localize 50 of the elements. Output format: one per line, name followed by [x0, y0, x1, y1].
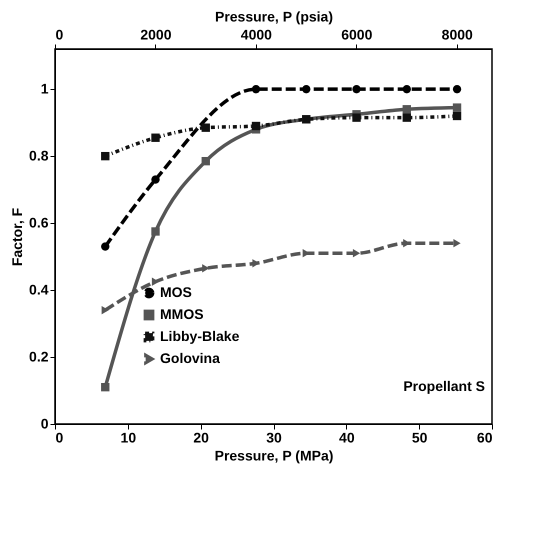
x-axis-title: Pressure, P (MPa) [214, 448, 334, 464]
point [252, 122, 260, 130]
y-tick-label: 0 [40, 416, 49, 432]
point [402, 113, 411, 122]
legend-label: Libby-Blake [160, 328, 240, 344]
point [402, 85, 411, 94]
point [352, 113, 361, 122]
point [452, 85, 462, 94]
x2-tick-label: 4000 [240, 26, 272, 42]
point [402, 105, 411, 114]
annotation: Propellant S [403, 378, 485, 394]
point [452, 112, 462, 120]
point [151, 134, 160, 142]
point [151, 175, 160, 184]
x2-axis-title: Pressure, P (psia) [214, 8, 334, 24]
x-tick-label: 10 [120, 430, 136, 446]
point [152, 278, 160, 286]
point [202, 156, 210, 166]
point [101, 152, 110, 160]
point [252, 259, 260, 268]
point [302, 85, 310, 94]
y-tick-label: 1 [40, 80, 49, 97]
legend-label: MMOS [160, 306, 204, 322]
point [101, 242, 110, 251]
point [101, 382, 110, 392]
y-axis-title: Factor, F [9, 207, 26, 266]
x2-tick-label: 6000 [341, 26, 373, 42]
x-tick-label: 20 [193, 430, 210, 446]
x-tick-label: 50 [412, 430, 428, 446]
legend-label: MOS [160, 284, 192, 300]
point [151, 227, 160, 236]
point [452, 103, 462, 112]
x2-tick-label: 2000 [140, 26, 172, 42]
x2-tick-label: 8000 [442, 26, 474, 42]
y-tick-label: 0.4 [29, 282, 49, 298]
x-tick-label: 40 [339, 430, 355, 446]
x-tick-label: 30 [266, 430, 282, 446]
point [102, 306, 109, 314]
point [352, 249, 360, 258]
x2-tick-label: 0 [56, 26, 64, 42]
point [202, 124, 210, 132]
x-tick-label: 0 [56, 430, 64, 446]
y-tick-label: 0.6 [29, 214, 49, 231]
legend-label: Golovina [160, 350, 220, 366]
point [352, 85, 361, 94]
x-tick-label: 60 [476, 430, 493, 446]
y-tick-label: 0.2 [29, 348, 49, 365]
point [252, 85, 260, 94]
point [453, 239, 461, 248]
y-tick-label: 0.8 [29, 148, 49, 164]
